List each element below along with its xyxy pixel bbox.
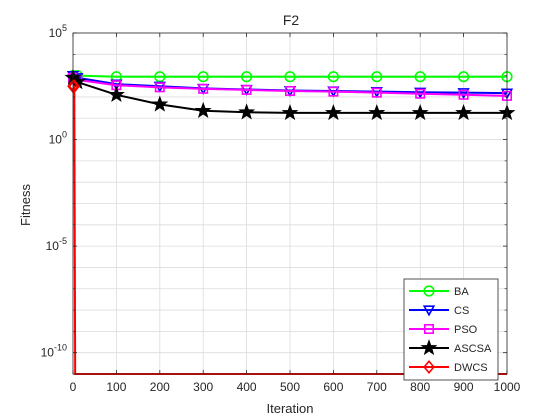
series-marker — [371, 71, 383, 83]
x-tick-label: 900 — [454, 380, 474, 394]
legend-item-cs: CS — [409, 305, 469, 317]
series-lines — [64, 68, 516, 375]
legend-item-dwcs: DWCS — [409, 359, 488, 375]
x-tick-label: 100 — [106, 380, 126, 394]
legend-label: BA — [454, 286, 469, 298]
series-marker — [238, 103, 256, 120]
x-tick-label: 800 — [410, 380, 430, 394]
x-tick-label: 1000 — [494, 380, 521, 394]
x-tick-label: 400 — [237, 380, 257, 394]
series-marker — [414, 71, 426, 83]
series-line — [73, 74, 507, 78]
legend-label: DWCS — [454, 362, 488, 374]
x-tick-label: 300 — [193, 380, 213, 394]
series-marker — [241, 84, 252, 95]
series-marker — [194, 101, 212, 118]
legend-item-ascsa: ASCSA — [409, 339, 492, 356]
chart-title: F2 — [283, 12, 300, 28]
legend: BA CS PSO ASCSA DWCS — [403, 278, 499, 381]
x-axis-label: Iteration — [267, 401, 314, 416]
series-marker — [241, 71, 253, 83]
series-marker — [281, 104, 299, 121]
series-marker — [324, 104, 342, 121]
x-tick-label: 0 — [70, 380, 77, 394]
legend-label: PSO — [454, 324, 478, 336]
y-axis-label: Fitness — [18, 184, 33, 226]
y-tick-label: 10-5 — [46, 236, 67, 253]
series-marker — [415, 88, 426, 99]
series-marker — [423, 359, 435, 375]
series-marker — [423, 323, 434, 334]
legend-item-pso: PSO — [409, 323, 478, 336]
series-marker — [198, 83, 209, 94]
series-marker — [457, 88, 470, 100]
series-marker — [411, 104, 429, 121]
axis-ticks: 0 100 200 300 400 500 600 700 800 900 1000 10-10 10-… — [41, 23, 521, 394]
series-marker — [327, 71, 340, 83]
series-marker — [368, 104, 386, 121]
x-tick-label: 700 — [367, 380, 387, 394]
series-marker — [458, 89, 469, 100]
series-marker — [458, 71, 470, 83]
legend-label: ASCSA — [454, 343, 492, 355]
series-marker — [197, 71, 209, 83]
series-marker — [68, 79, 81, 94]
series-marker — [455, 104, 473, 121]
series-pso — [68, 72, 512, 101]
series-marker — [328, 86, 339, 97]
x-tick-label: 200 — [150, 380, 170, 394]
series-marker — [154, 71, 166, 83]
series-marker — [284, 85, 295, 96]
series-marker — [154, 82, 165, 93]
series-marker — [422, 305, 436, 317]
x-tick-label: 500 — [280, 380, 300, 394]
series-line — [72, 76, 508, 97]
series-marker — [284, 71, 296, 83]
y-tick-label: 105 — [49, 23, 67, 40]
series-marker — [423, 285, 435, 297]
legend-label: CS — [454, 305, 469, 317]
series-marker — [107, 85, 125, 102]
series-marker — [371, 87, 382, 98]
x-tick-label: 600 — [323, 380, 343, 394]
series-marker — [420, 339, 438, 356]
y-tick-label: 10-10 — [41, 343, 67, 360]
legend-item-ba: BA — [409, 285, 469, 298]
y-tick-label: 100 — [49, 130, 67, 147]
series-marker — [151, 95, 169, 112]
